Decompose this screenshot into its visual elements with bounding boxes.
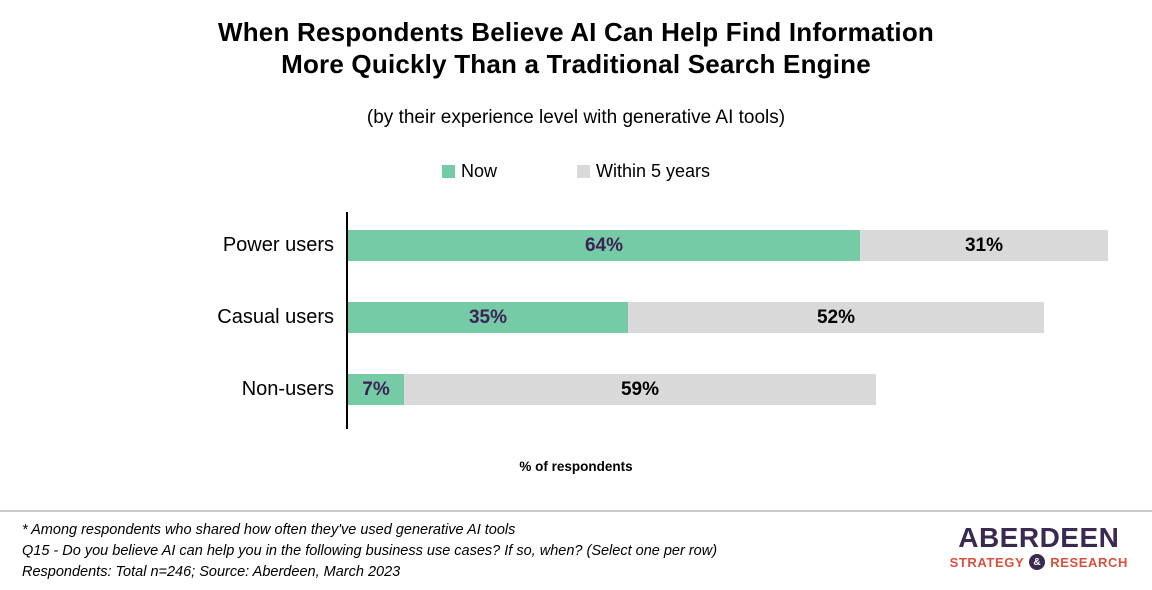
legend-label-within-5-years: Within 5 years bbox=[595, 161, 711, 181]
bar-value-label: 59% bbox=[620, 378, 660, 400]
bar-segment-within-5-years: 59% bbox=[404, 374, 876, 405]
footnote-sample: * Among respondents who shared how often… bbox=[22, 522, 516, 538]
chart-title-line1: When Respondents Believe AI Can Help Fin… bbox=[217, 17, 935, 47]
bar-segment-within-5-years: 52% bbox=[628, 302, 1044, 333]
logo-tagline-research: RESEARCH bbox=[1050, 554, 1128, 570]
bar-track: 35% 52% bbox=[348, 302, 1148, 333]
bar-row: Power users 64% 31% bbox=[10, 230, 1150, 261]
bar-track: 64% 31% bbox=[348, 230, 1148, 261]
legend-swatch-now-icon bbox=[441, 165, 455, 178]
bar-row: Casual users 35% 52% bbox=[10, 302, 1150, 333]
bar-value-label: 31% bbox=[964, 234, 1004, 256]
bar-row: Non-users 7% 59% bbox=[10, 374, 1150, 405]
bar-value-label: 64% bbox=[584, 234, 624, 256]
bar-segment-now: 35% bbox=[348, 302, 628, 333]
footer-divider bbox=[0, 510, 1152, 512]
legend: Now Within 5 years bbox=[0, 161, 1152, 182]
chart-subtitle: (by their experience level with generati… bbox=[366, 107, 786, 128]
category-label: Casual users bbox=[217, 306, 334, 328]
bar-value-label: 7% bbox=[362, 378, 390, 400]
footnotes: * Among respondents who shared how often… bbox=[22, 520, 717, 583]
logo-wordmark: ABERDEEN bbox=[958, 522, 1120, 553]
x-axis-label: % of respondents bbox=[519, 459, 633, 474]
ampersand-badge-icon: & bbox=[1029, 554, 1046, 570]
footer: * Among respondents who shared how often… bbox=[0, 512, 1152, 583]
bar-value-label: 35% bbox=[468, 306, 508, 328]
y-axis-line bbox=[346, 212, 348, 429]
legend-item-within-5-years: Within 5 years bbox=[576, 161, 711, 182]
bar-segment-now: 64% bbox=[348, 230, 860, 261]
chart-title: When Respondents Believe AI Can Help Fin… bbox=[0, 0, 1152, 80]
bar-segment-within-5-years: 31% bbox=[860, 230, 1108, 261]
footnote-question: Q15 - Do you believe AI can help you in … bbox=[22, 543, 718, 559]
category-label: Non-users bbox=[241, 378, 334, 400]
logo-tagline: STRATEGY & RESEARCH bbox=[950, 554, 1128, 570]
legend-label-now: Now bbox=[460, 161, 497, 181]
bar-chart: Power users 64% 31% Casual users 35% 52% Non-u… bbox=[10, 212, 1150, 429]
chart-title-line2: More Quickly Than a Traditional Search E… bbox=[281, 49, 871, 79]
bar-segment-now: 7% bbox=[348, 374, 404, 405]
legend-swatch-within-5-years-icon bbox=[576, 165, 590, 178]
logo-tagline-strategy: STRATEGY bbox=[949, 554, 1025, 570]
category-label: Power users bbox=[222, 234, 334, 256]
bar-value-label: 52% bbox=[816, 306, 856, 328]
legend-item-now: Now bbox=[441, 161, 497, 182]
aberdeen-logo: ABERDEEN STRATEGY & RESEARCH bbox=[950, 523, 1130, 583]
bar-track: 7% 59% bbox=[348, 374, 1148, 405]
footnote-source: Respondents: Total n=246; Source: Aberde… bbox=[22, 564, 401, 580]
